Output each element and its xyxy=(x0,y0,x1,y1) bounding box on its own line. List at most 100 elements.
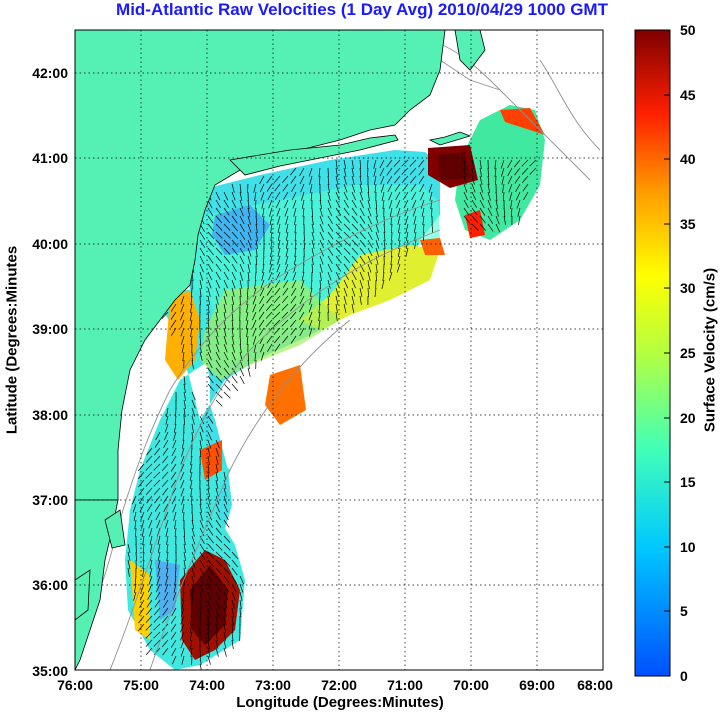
velocity-arrow xyxy=(290,303,297,312)
velocity-arrow xyxy=(166,407,169,417)
velocity-arrow xyxy=(405,239,409,249)
velocity-arrow xyxy=(300,183,305,193)
velocity-arrow xyxy=(309,183,313,193)
velocity-arrow xyxy=(327,207,333,217)
velocity-arrow xyxy=(148,519,153,529)
velocity-arrow xyxy=(281,311,289,319)
velocity-arrow xyxy=(429,191,433,201)
velocity-arrow xyxy=(223,335,227,345)
velocity-arrow xyxy=(351,271,357,281)
velocity-arrow xyxy=(171,607,177,617)
velocity-arrow xyxy=(215,567,223,576)
velocity-arrow xyxy=(223,279,229,289)
velocity-arrow xyxy=(189,631,193,641)
velocity-arrow xyxy=(301,191,305,201)
velocity-arrow xyxy=(215,295,219,305)
velocity-arrow xyxy=(367,223,373,233)
velocity-arrow xyxy=(343,287,348,297)
y-tick-label: 41:00 xyxy=(32,150,68,166)
velocity-arrow xyxy=(239,263,244,273)
velocity-arrow xyxy=(418,159,425,168)
velocity-arrow xyxy=(182,431,185,441)
velocity-arrow xyxy=(274,183,281,192)
velocity-arrow xyxy=(231,255,238,264)
velocity-arrow xyxy=(180,607,185,617)
velocity-arrow xyxy=(231,223,238,232)
velocity-arrow xyxy=(157,559,161,569)
velocity-arrow xyxy=(514,175,521,184)
velocity-arrow xyxy=(189,303,193,313)
velocity-arrow xyxy=(207,583,213,593)
velocity-arrow xyxy=(207,279,212,289)
velocity-arrow xyxy=(199,567,205,577)
velocity-arrow xyxy=(231,567,238,576)
velocity-arrow xyxy=(318,303,321,313)
velocity-arrow xyxy=(343,263,350,272)
velocity-arrow xyxy=(290,311,297,320)
velocity-arrow xyxy=(199,583,204,593)
velocity-arrow xyxy=(471,175,475,185)
velocity-arrow xyxy=(351,223,359,231)
velocity-arrow xyxy=(183,543,186,553)
velocity-arrow xyxy=(367,183,370,194)
velocity-arrow xyxy=(215,351,221,361)
velocity-arrow xyxy=(387,183,393,193)
velocity-arrow xyxy=(335,231,343,239)
velocity-arrow xyxy=(163,503,169,513)
velocity-arrow xyxy=(183,407,186,417)
velocity-arrow xyxy=(261,199,265,209)
velocity-arrow xyxy=(215,615,219,625)
grid xyxy=(75,30,603,670)
velocity-arrow xyxy=(231,335,235,345)
velocity-arrow xyxy=(522,183,529,192)
velocity-arrow xyxy=(292,199,297,209)
velocity-arrow xyxy=(390,255,393,265)
velocity-arrow xyxy=(247,215,251,225)
velocity-arrow xyxy=(207,263,213,272)
velocity-arrow xyxy=(153,487,161,495)
x-tick-label: 74:00 xyxy=(189,677,225,693)
velocity-arrow xyxy=(138,607,145,616)
velocity-arrow xyxy=(293,255,297,265)
velocity-arrow xyxy=(199,559,205,568)
velocity-arrow xyxy=(311,207,314,218)
velocity-arrow xyxy=(180,295,185,305)
velocity-arrow xyxy=(373,175,377,185)
velocity-arrow xyxy=(190,487,193,497)
velocity-arrow xyxy=(302,263,305,273)
velocity-arrow xyxy=(223,247,231,255)
velocity-arrow xyxy=(180,631,185,641)
velocity-arrow xyxy=(367,287,369,298)
velocity-arrow xyxy=(191,431,194,442)
velocity-arrow xyxy=(207,535,214,544)
velocity-arrow xyxy=(311,239,315,249)
velocity-arrow xyxy=(246,335,249,345)
velocity-arrow xyxy=(223,559,231,567)
velocity-arrow xyxy=(293,263,297,273)
velocity-arrow xyxy=(318,311,321,321)
velocity-arrow xyxy=(351,231,359,239)
velocity-arrow xyxy=(199,663,202,670)
velocity-arrow xyxy=(231,591,236,601)
velocity-arrow xyxy=(270,247,273,257)
velocity-arrow xyxy=(141,527,145,537)
velocity-arrow xyxy=(411,191,417,200)
velocity-arrow xyxy=(162,487,169,496)
colorbar-tick: 35 xyxy=(680,216,696,232)
velocity-arrow xyxy=(410,175,417,184)
velocity-arrow xyxy=(135,551,137,562)
velocity-arrow xyxy=(183,551,187,561)
velocity-arrow xyxy=(190,495,193,506)
velocity-arrow xyxy=(281,175,289,184)
velocity-arrow xyxy=(191,423,194,433)
velocity-arrow xyxy=(207,551,215,560)
velocity-arrow xyxy=(252,311,257,321)
velocity-arrow xyxy=(180,303,185,313)
velocity-arrow xyxy=(285,239,289,249)
velocity-arrow xyxy=(463,191,468,201)
velocity-arrow xyxy=(239,335,242,346)
velocity-arrow xyxy=(207,495,211,505)
velocity-arrow xyxy=(254,271,257,282)
velocity-arrow xyxy=(343,199,349,208)
velocity-arrow xyxy=(153,471,161,479)
